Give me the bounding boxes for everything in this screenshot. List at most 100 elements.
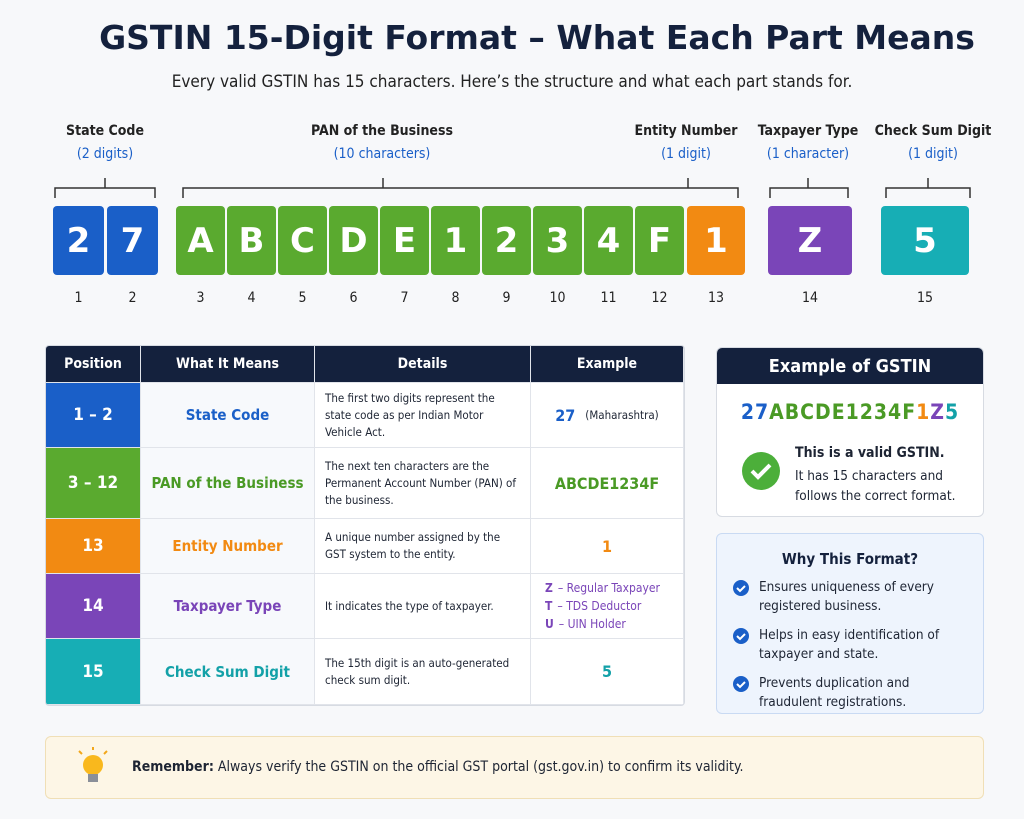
- details-cell: It indicates the type of taxpayer.: [315, 574, 531, 639]
- bracket: [885, 178, 971, 198]
- check-icon: [733, 676, 749, 692]
- remember-text: Always verify the GSTIN on the official …: [217, 759, 744, 775]
- position-cell: 1 – 2: [46, 383, 141, 448]
- gstin-part: 27: [740, 400, 770, 424]
- char-box: 4: [584, 206, 633, 275]
- bracket: [769, 178, 849, 198]
- title: GSTIN 15-Digit Format – What Each Part M…: [99, 18, 975, 57]
- example: 27 (Maharashtra): [555, 406, 658, 425]
- why-text: Ensures uniqueness of every registered b…: [759, 579, 934, 614]
- example: ABCDE1234F: [555, 474, 659, 493]
- position-label: 3: [196, 290, 205, 306]
- position-cell: 15: [46, 639, 141, 705]
- meaning-cell: PAN of the Business: [141, 448, 315, 519]
- type-item: Z – Regular Taxpayer: [545, 579, 660, 597]
- gstin-part: 5: [944, 400, 960, 424]
- bulb-icon: [78, 747, 108, 782]
- example-cell: Z – Regular Taxpayer T – TDS Deductor U – UIN…: [531, 574, 684, 639]
- example-cell: 1: [531, 519, 684, 574]
- type-text: – Regular Taxpayer: [557, 581, 660, 595]
- table-header: Details: [315, 346, 531, 383]
- position-cell: 13: [46, 519, 141, 574]
- meaning-cell: Entity Number: [141, 519, 315, 574]
- group-note: (1 digit): [661, 146, 711, 162]
- remember: Remember: Always verify the GSTIN on the…: [132, 759, 743, 775]
- char-box: 5: [881, 206, 969, 275]
- detail: It has 15 characters and follows the cor…: [795, 468, 956, 504]
- table: Position What It Means Details Example 1 – 2…: [45, 345, 685, 706]
- status: This is a valid GSTIN.: [795, 445, 945, 461]
- position-label: 14: [801, 290, 819, 306]
- position-label: 1: [74, 290, 83, 306]
- position-label: 15: [916, 290, 934, 306]
- details-cell: The first two digits represent the state…: [315, 383, 531, 448]
- char-box: A: [176, 206, 225, 275]
- check-icon: [733, 580, 749, 596]
- gstin-part: 1: [916, 400, 931, 424]
- position-label: 11: [600, 290, 617, 306]
- details-cell: The 15th digit is an auto-generated chec…: [315, 639, 531, 705]
- why-item: Helps in easy identification of taxpayer…: [717, 626, 983, 664]
- gstin: 27ABCDE1234F1Z5: [717, 400, 983, 424]
- remember-label: Remember:: [132, 759, 214, 775]
- type-code: T: [545, 599, 553, 613]
- example-card: Example of GSTIN 27ABCDE1234F1Z5 This is…: [716, 347, 984, 517]
- group-note: (2 digits): [76, 146, 134, 162]
- type-text: – UIN Holder: [558, 617, 626, 631]
- char-box: C: [278, 206, 327, 275]
- position-label: 12: [651, 290, 668, 306]
- type-code: U: [545, 617, 554, 631]
- example-value: 1: [601, 536, 612, 556]
- bracket: [182, 178, 739, 198]
- type-item: T – TDS Deductor: [545, 597, 641, 615]
- group-label: PAN of the Business: [311, 123, 453, 139]
- char-box: 7: [107, 206, 158, 275]
- example-value: 5: [601, 662, 612, 681]
- position-label: 9: [502, 290, 511, 306]
- group-label: State Code: [66, 123, 144, 139]
- subtitle: Every valid GSTIN has 15 characters. Her…: [171, 72, 853, 92]
- why-title: Why This Format?: [781, 550, 919, 568]
- position-label: 6: [349, 290, 358, 306]
- char-box: 2: [53, 206, 104, 275]
- position-label: 5: [298, 290, 307, 306]
- char-box: B: [227, 206, 276, 275]
- table-header: Position: [46, 346, 141, 383]
- position-label: 4: [247, 290, 256, 306]
- example-cell: 5: [531, 639, 684, 705]
- brackets: [54, 178, 971, 198]
- position-cell: 14: [46, 574, 141, 639]
- group-label: Entity Number: [634, 123, 738, 139]
- type-item: U – UIN Holder: [545, 615, 626, 633]
- why-item: Ensures uniqueness of every registered b…: [717, 578, 983, 616]
- example: 5: [602, 662, 612, 681]
- why-card: Why This Format? Ensures uniqueness of e…: [716, 533, 984, 714]
- meaning-cell: Check Sum Digit: [141, 639, 315, 705]
- details-cell: The next ten characters are the Permanen…: [315, 448, 531, 519]
- example-cell: ABCDE1234F: [531, 448, 684, 519]
- group-note: (10 characters): [333, 146, 431, 162]
- remember-box: Remember: Always verify the GSTIN on the…: [45, 736, 984, 799]
- char-box: 1: [431, 206, 480, 275]
- position-label: 2: [128, 290, 137, 306]
- position-label: 8: [451, 290, 460, 306]
- group-label: Taxpayer Type: [757, 123, 859, 139]
- example-note: (Maharashtra): [585, 408, 659, 422]
- details-cell: A unique number assigned by the GST syst…: [315, 519, 531, 574]
- type-text: – TDS Deductor: [557, 599, 642, 613]
- bracket: [54, 178, 156, 198]
- check-icon: [742, 452, 780, 490]
- char-box: Z: [768, 206, 852, 275]
- table-header: Example: [531, 346, 684, 383]
- position-label: 10: [549, 290, 566, 306]
- card-title: Example of GSTIN: [717, 348, 983, 384]
- char-box: D: [329, 206, 378, 275]
- char-box: 2: [482, 206, 531, 275]
- check-icon: [733, 628, 749, 644]
- gstin-part: Z: [930, 400, 945, 424]
- example: 1: [602, 537, 612, 556]
- meaning-cell: Taxpayer Type: [141, 574, 315, 639]
- why-text: Prevents duplication and fraudulent regi…: [759, 675, 910, 710]
- example-cell: 27 (Maharashtra): [531, 383, 684, 448]
